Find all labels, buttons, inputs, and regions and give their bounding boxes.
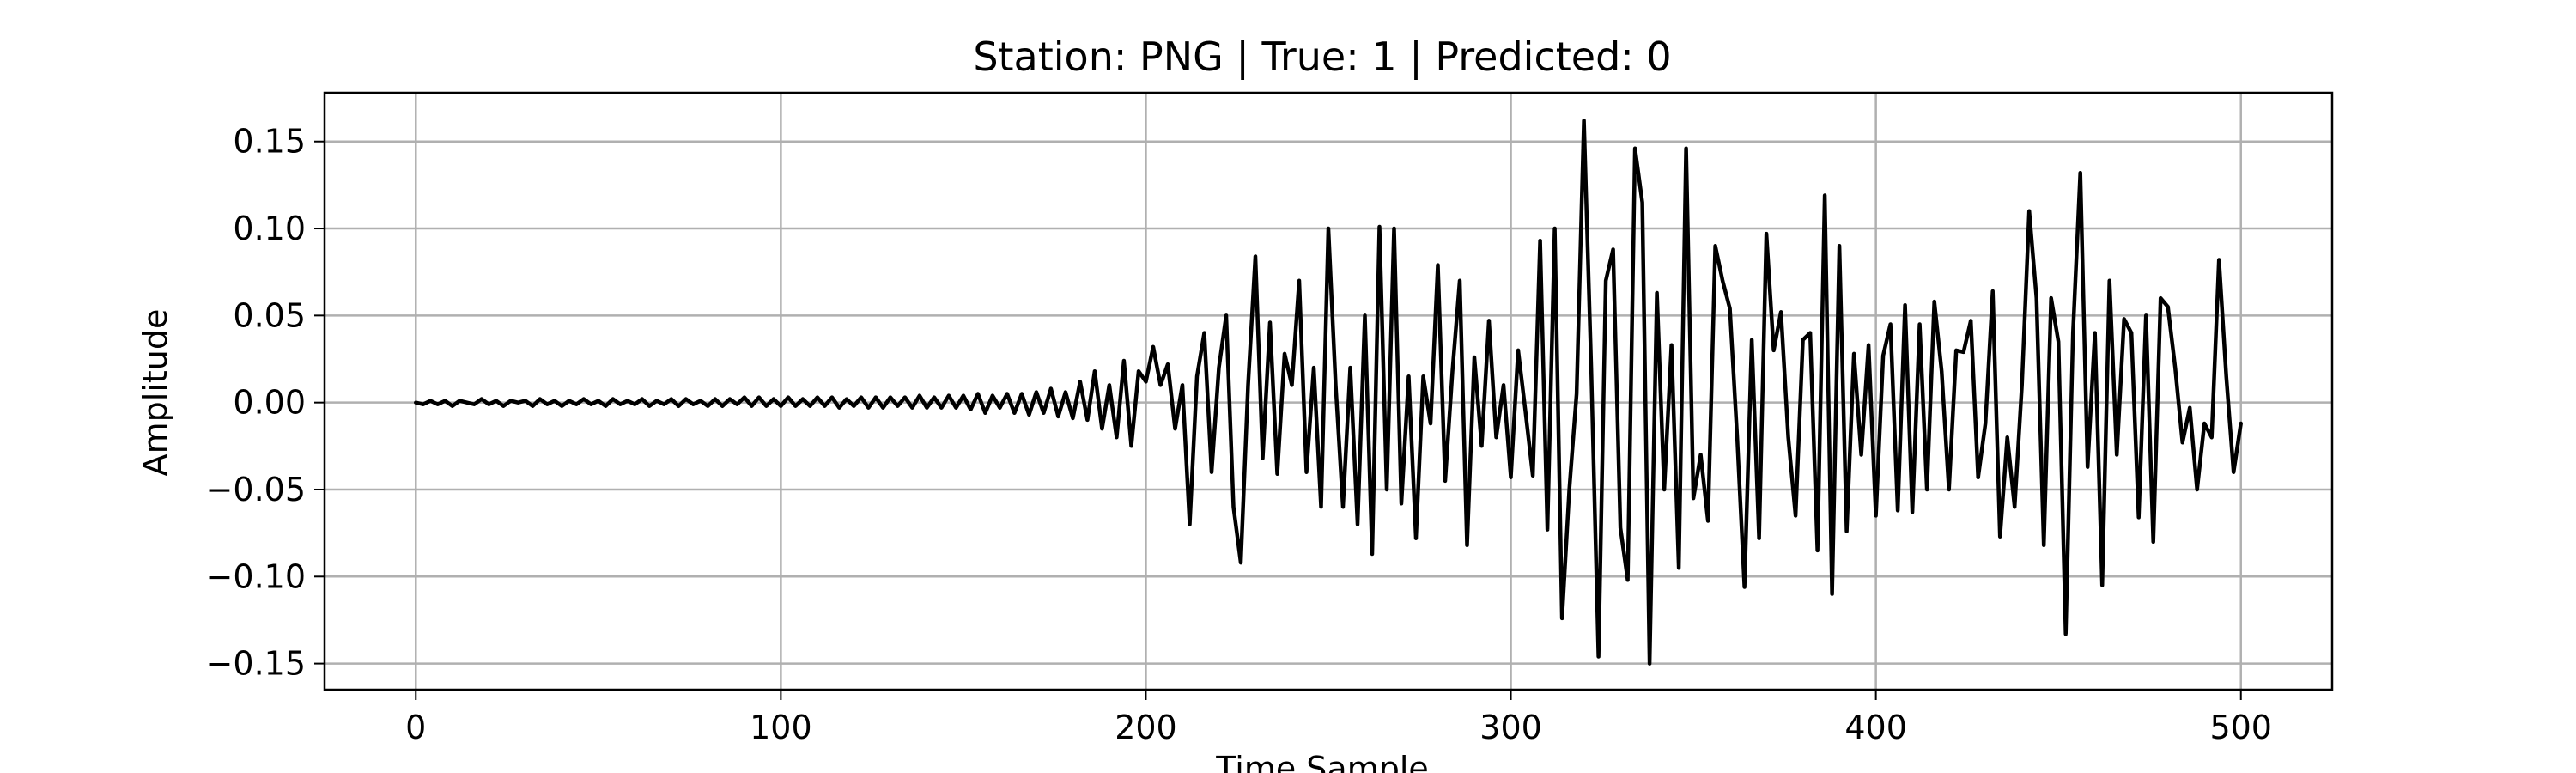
chart-title: Station: PNG | True: 1 | Predicted: 0 — [973, 33, 1671, 81]
trace-layer — [414, 119, 2243, 666]
y-tick-label: −0.05 — [206, 471, 306, 508]
x-tick-label: 400 — [1844, 709, 1907, 746]
y-tick-label: 0.15 — [233, 123, 306, 161]
x-axis-label: Time Sample — [1215, 750, 1429, 773]
series-line — [414, 119, 2243, 666]
plot-frame — [323, 91, 2334, 691]
tick-layer: 0 100 200 300 400 500 0.15 0.10 0.05 0.00 −0.05 −0.… — [206, 123, 2272, 746]
x-tick-label: 200 — [1115, 709, 1177, 746]
x-tick-label: 100 — [750, 709, 812, 746]
y-tick-label: 0.10 — [233, 210, 306, 247]
y-axis-label: Amplitude — [137, 309, 174, 477]
y-tick-label: −0.10 — [206, 557, 306, 595]
x-tick-label: 500 — [2209, 709, 2272, 746]
x-tick-label: 0 — [405, 709, 426, 746]
y-tick-label: −0.15 — [206, 645, 306, 683]
x-tick-label: 300 — [1479, 709, 1542, 746]
grid-layer — [325, 93, 2332, 690]
y-tick-label: 0.05 — [233, 296, 306, 334]
y-tick-label: 0.00 — [233, 384, 306, 422]
